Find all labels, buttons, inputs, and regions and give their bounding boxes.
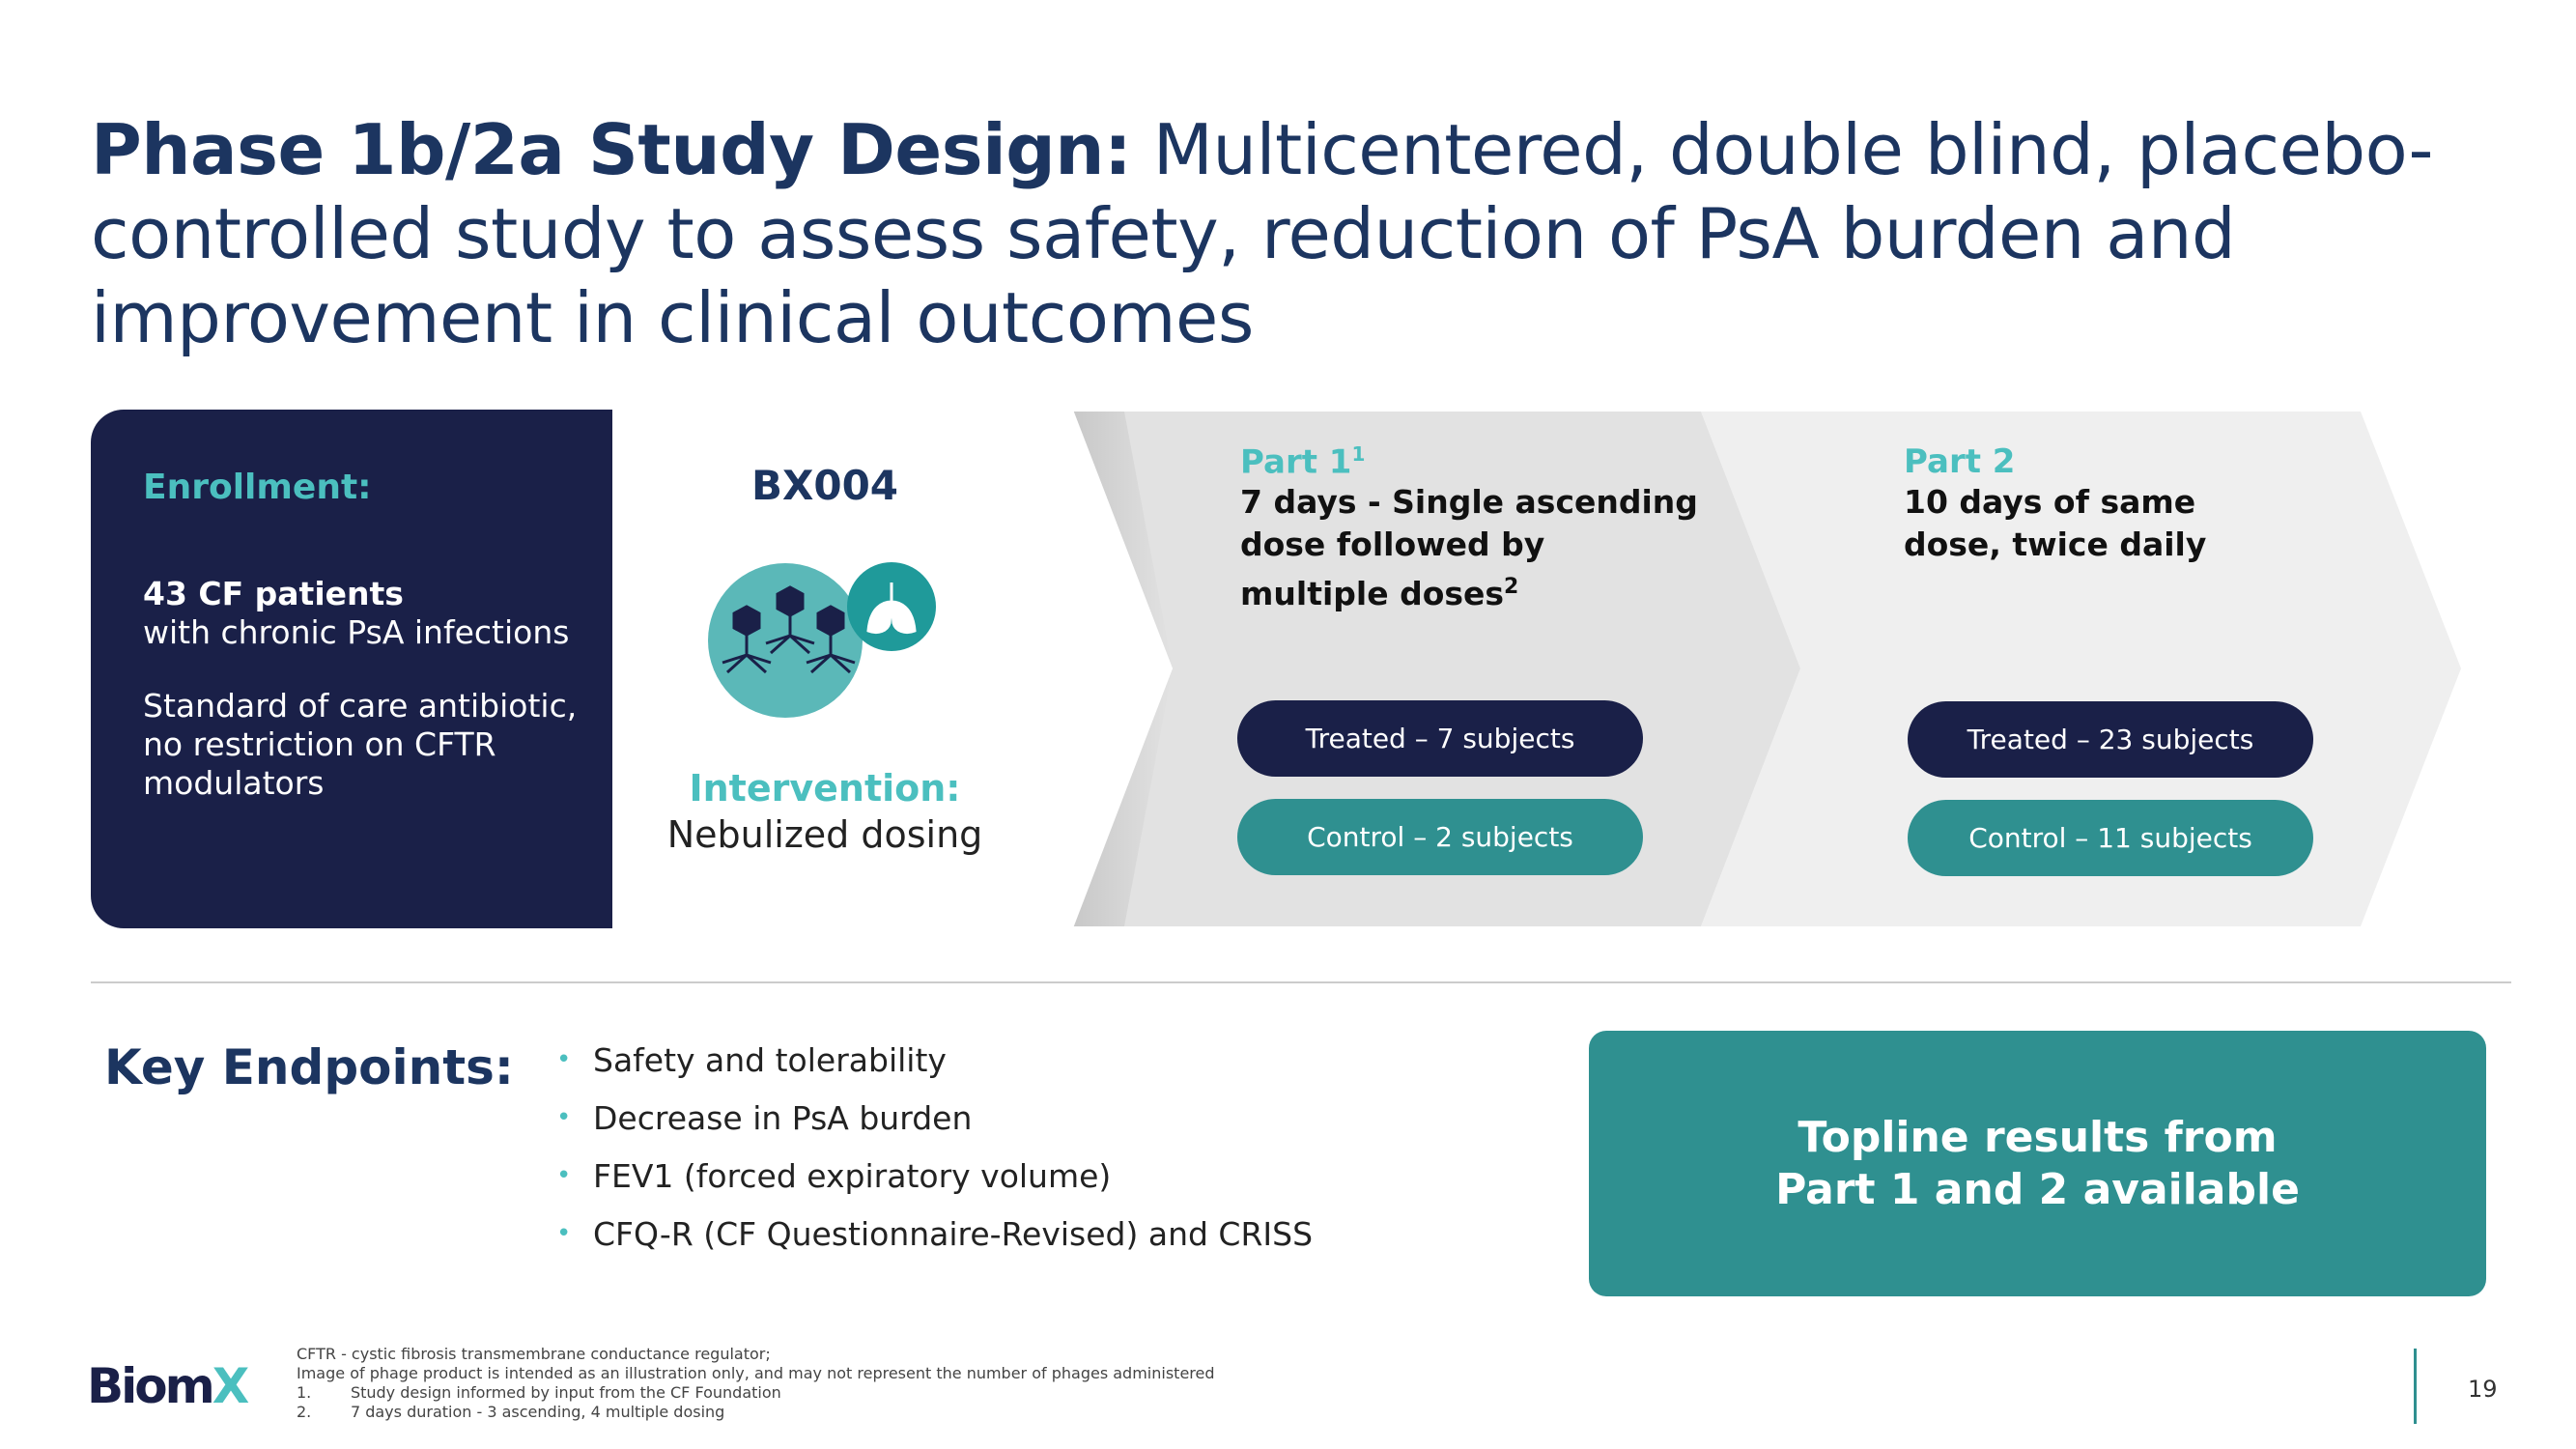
intervention-label: Intervention:	[689, 767, 961, 810]
page-number: 19	[2468, 1376, 2498, 1403]
divider	[91, 981, 2511, 983]
care-line2: no restriction on CFTR modulators	[143, 725, 496, 802]
endpoint-item: CFQ-R (CF Questionnaire-Revised) and CRI…	[556, 1215, 1313, 1253]
topline-text: Topline results from Part 1 and 2 availa…	[1775, 1112, 2300, 1214]
part1-heading: Part 1	[1240, 442, 1352, 482]
endpoint-item: Decrease in PsA burden	[556, 1099, 972, 1137]
patients-desc: with chronic PsA infections	[143, 613, 570, 651]
footer-divider	[2414, 1349, 2417, 1424]
footnote: 2. 7 days duration - 3 ascending, 4 mult…	[297, 1403, 725, 1421]
part2-control-pill: Control – 11 subjects	[1908, 800, 2313, 876]
intervention-value: Nebulized dosing	[666, 813, 983, 856]
footnotes: CFTR - cystic fibrosis transmembrane con…	[297, 1345, 1215, 1422]
part2-treated-pill: Treated – 23 subjects	[1908, 701, 2313, 778]
slide-title: Phase 1b/2a Study Design: Multicentered,…	[91, 108, 2457, 360]
part1-control-pill: Control – 2 subjects	[1237, 799, 1643, 875]
part2-heading: Part 2	[1904, 442, 2016, 481]
patients-count: 43 CF patients	[143, 575, 404, 612]
study-flow-chevrons	[583, 410, 2461, 928]
product-chevron	[583, 410, 1173, 928]
enrollment-heading: Enrollment:	[143, 468, 372, 507]
part1-treated-pill: Treated – 7 subjects	[1237, 700, 1643, 777]
part2-chevron	[1701, 412, 2461, 926]
title-rest: Multicentered, double blind, placebo-con…	[91, 109, 2433, 358]
part2-text: Part 2 10 days of same dose, twice daily	[1904, 442, 2261, 566]
biomx-logo: BiomX	[87, 1358, 249, 1414]
endpoint-item: Safety and tolerability	[556, 1041, 947, 1079]
footnote: 1. Study design informed by input from t…	[297, 1383, 781, 1402]
part1-chevron	[1073, 412, 1800, 926]
enrollment-box: Enrollment: 43 CF patients with chronic P…	[91, 410, 612, 928]
key-endpoints-heading: Key Endpoints:	[104, 1039, 514, 1095]
part1-desc-footnote: 2	[1504, 575, 1519, 600]
topline-results-box: Topline results from Part 1 and 2 availa…	[1589, 1031, 2486, 1296]
care-line1: Standard of care antibiotic,	[143, 687, 578, 724]
footnote: Image of phage product is intended as an…	[297, 1364, 1215, 1382]
part1-footnote: 1	[1351, 442, 1366, 466]
part1-desc: 7 days - Single ascending dose followed …	[1240, 483, 1698, 613]
part2-desc: 10 days of same dose, twice daily	[1904, 483, 2207, 563]
footnote: CFTR - cystic fibrosis transmembrane con…	[297, 1345, 771, 1363]
endpoint-item: FEV1 (forced expiratory volume)	[556, 1157, 1111, 1195]
part1-text: Part 11 7 days - Single ascending dose f…	[1240, 442, 1704, 615]
product-name: BX004	[750, 462, 899, 509]
phage-icon	[708, 562, 936, 718]
title-bold: Phase 1b/2a Study Design:	[91, 109, 1132, 190]
